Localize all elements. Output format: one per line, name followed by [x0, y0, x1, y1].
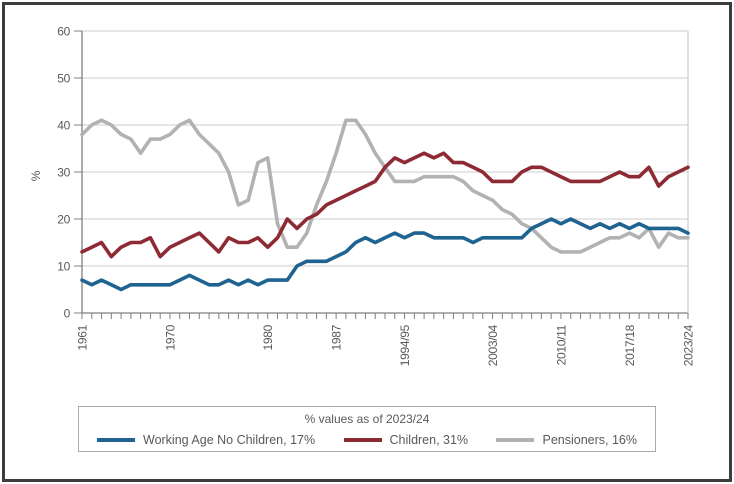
legend-label-pensioners: Pensioners, 16% — [542, 433, 637, 447]
legend-swatch-working-age-no-children — [97, 438, 135, 442]
legend-item-working-age-no-children: Working Age No Children, 17% — [97, 433, 315, 447]
svg-text:50: 50 — [57, 72, 70, 86]
svg-text:10: 10 — [57, 260, 70, 274]
svg-text:2023/24: 2023/24 — [682, 324, 696, 366]
legend-title: % values as of 2023/24 — [304, 412, 430, 426]
legend-item-children: Children, 31% — [343, 433, 469, 447]
svg-text:2010/11: 2010/11 — [554, 324, 568, 365]
svg-text:1994/95: 1994/95 — [398, 324, 412, 366]
svg-text:1980: 1980 — [261, 324, 275, 350]
svg-text:30: 30 — [57, 166, 70, 180]
svg-text:2017/18: 2017/18 — [623, 324, 637, 366]
legend-swatch-pensioners — [496, 438, 535, 442]
svg-text:40: 40 — [57, 119, 70, 133]
legend-item-pensioners: Pensioners, 16% — [496, 433, 637, 447]
svg-text:1970: 1970 — [163, 324, 177, 350]
svg-text:20: 20 — [57, 213, 70, 227]
svg-text:1961: 1961 — [76, 324, 90, 350]
svg-text:2003/04: 2003/04 — [486, 324, 500, 366]
svg-text:60: 60 — [57, 25, 70, 39]
svg-text:%: % — [29, 170, 43, 181]
legend-swatch-children — [343, 438, 382, 442]
chart-legend: % values as of 2023/24 Working Age No Ch… — [78, 406, 656, 452]
legend-label-children: Children, 31% — [389, 433, 469, 447]
legend-items: Working Age No Children, 17% Children, 3… — [79, 426, 655, 447]
svg-text:0: 0 — [64, 307, 71, 321]
svg-text:1987: 1987 — [330, 324, 344, 350]
legend-label-working-age-no-children: Working Age No Children, 17% — [143, 433, 316, 447]
